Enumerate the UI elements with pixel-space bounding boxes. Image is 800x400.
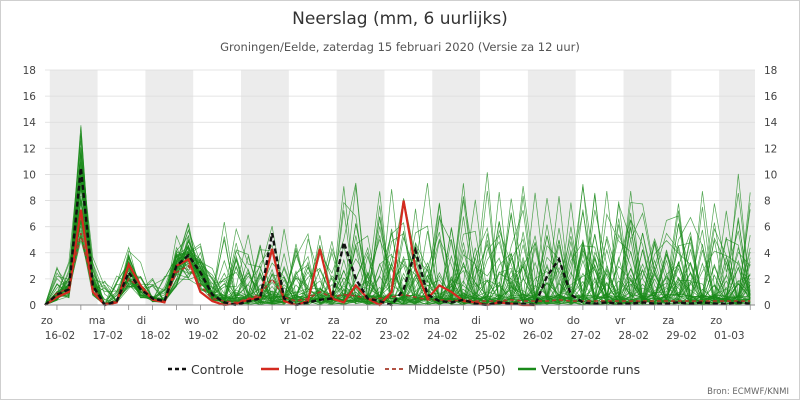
y-tick-label-left: 6 [29,222,36,234]
y-tick-label-left: 12 [23,143,36,155]
x-tick-date: 19-02 [188,330,219,342]
x-tick-day: vr [615,315,626,327]
y-tick-label-left: 2 [29,274,36,286]
y-tick-label-left: 14 [23,117,37,129]
x-tick-day: di [471,315,481,327]
x-tick-date: 21-02 [284,330,315,342]
legend-label: Hoge resolutie [284,362,375,377]
ensemble-run [44,133,751,306]
x-tick-day: za [663,315,675,327]
y-tick-label-left: 8 [29,196,36,208]
x-tick-day: ma [89,315,106,327]
ensemble-run [44,182,751,306]
x-tick-date: 29-02 [666,330,697,342]
x-tick-date: 18-02 [140,330,171,342]
y-tick-label-right: 18 [764,65,777,77]
ensemble-run [44,172,751,306]
x-tick-date: 28-02 [618,330,649,342]
legend-label: Verstoorde runs [541,362,640,377]
y-tick-label-left: 0 [29,300,36,312]
x-tick-date: 24-02 [427,330,458,342]
series-lines [44,167,751,307]
legend-label: Controle [191,362,244,377]
y-tick-label-right: 4 [764,248,771,260]
y-tick-label-right: 10 [764,169,777,181]
ensemble-run [44,125,751,306]
axes: 0 0 2 2 4 4 6 6 8 8 10 10 12 12 14 14 16 16 18 18 zo 16-02 ma 1… [23,65,778,342]
legend-label: Middelste (P50) [408,362,506,377]
chart-title: Neerslag (mm, 6 uurlijks) [292,9,508,29]
x-tick-day: za [328,315,340,327]
x-tick-day: do [232,315,245,327]
x-tick-day: vr [280,315,291,327]
y-tick-label-right: 16 [764,91,778,103]
x-tick-day: wo [184,315,199,327]
x-tick-day: ma [423,315,440,327]
legend: Controle Hoge resolutie Middelste (P50) Ver… [168,362,640,377]
x-tick-date: 27-02 [571,330,602,342]
x-tick-day: zo [710,315,722,327]
x-tick-date: 25-02 [475,330,506,342]
chart-subtitle: Groningen/Eelde, zaterdag 15 februari 20… [220,40,580,54]
weekend-bands [49,70,755,305]
x-tick-day: zo [376,315,388,327]
ensemble-run [44,161,751,306]
x-tick-date: 26-02 [523,330,554,342]
y-tick-label-left: 4 [29,248,36,260]
x-tick-date: 01-03 [714,330,745,342]
x-tick-day: do [567,315,580,327]
y-tick-label-right: 0 [764,300,771,312]
x-tick-date: 16-02 [45,330,76,342]
x-tick-date: 23-02 [379,330,410,342]
y-tick-label-right: 6 [764,222,771,234]
y-tick-label-right: 8 [764,196,771,208]
x-tick-date: 22-02 [332,330,363,342]
y-tick-label-right: 12 [764,143,777,155]
y-tick-label-left: 10 [23,169,36,181]
x-tick-day: wo [519,315,534,327]
x-tick-day: di [137,315,147,327]
y-tick-label-left: 16 [23,91,37,103]
ensemble-run [44,167,751,306]
source-label: Bron: ECMWF/KNMI [707,387,789,397]
x-tick-date: 20-02 [236,330,267,342]
x-tick-day: zo [41,315,53,327]
y-tick-label-right: 2 [764,274,771,286]
x-tick-date: 17-02 [93,330,124,342]
y-tick-label-right: 14 [764,117,778,129]
y-tick-label-left: 18 [23,65,36,77]
